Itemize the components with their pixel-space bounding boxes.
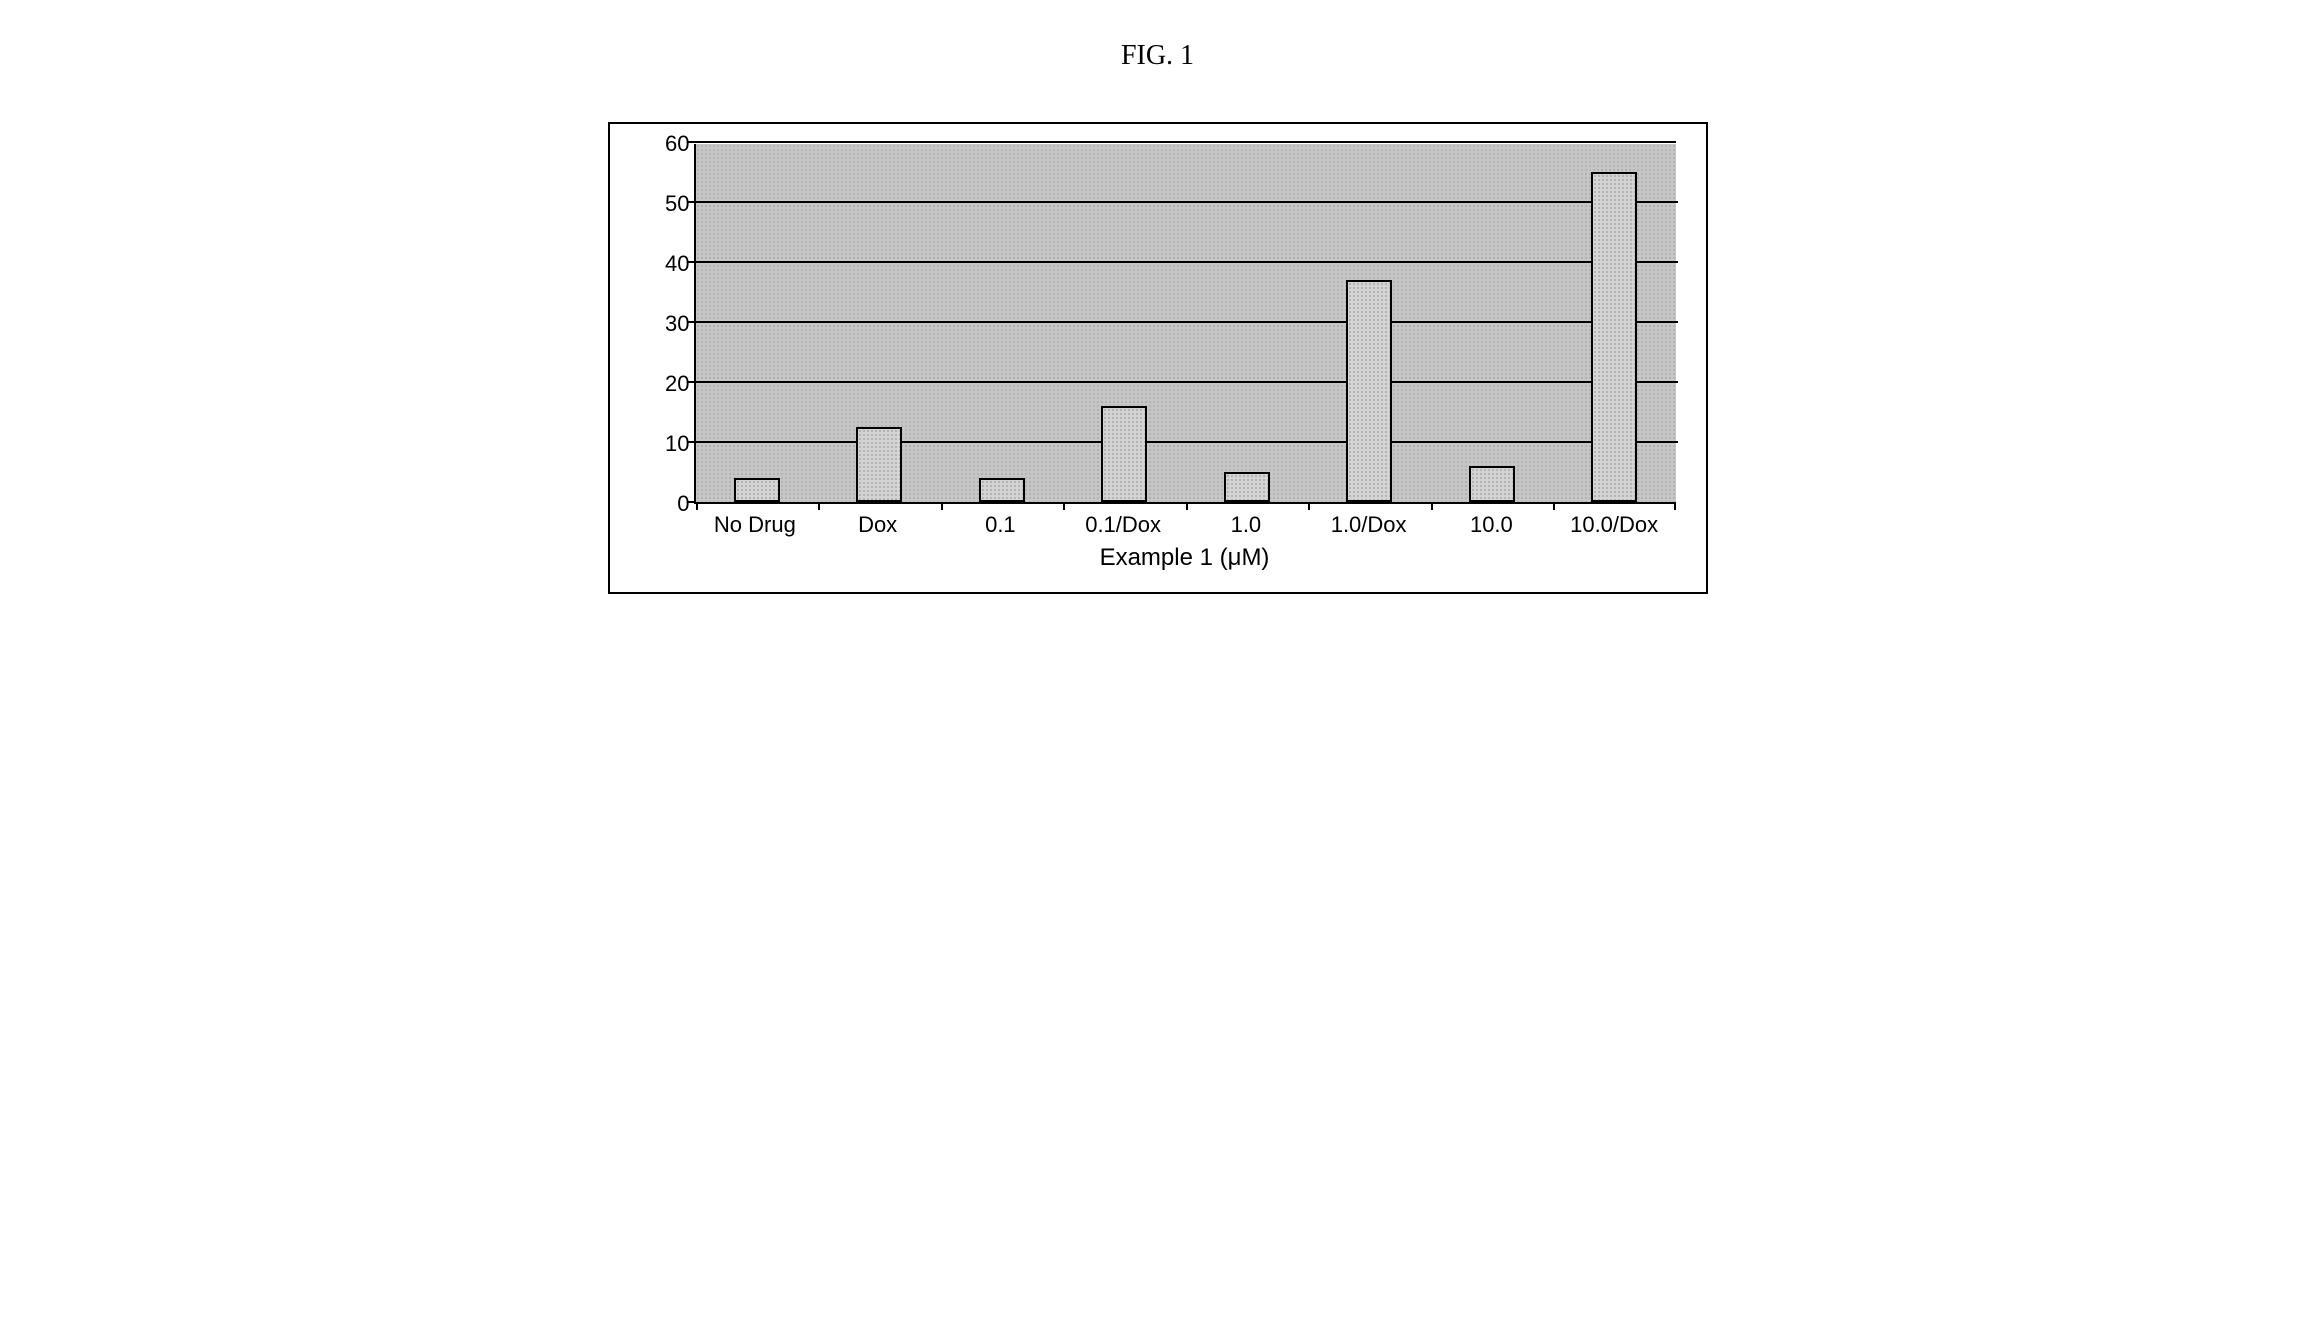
y-tick-mark [688,201,696,203]
ylabel-column: % Apoptosis (Caspase 3) [630,144,660,572]
bar [1591,172,1637,502]
x-labels-row: No DrugDox0.10.1/Dox1.01.0/Dox10.010.0/D… [694,512,1676,538]
x-tick-label: 1.0/Dox [1307,512,1430,538]
bar-slot [696,478,819,502]
right-tick-mark [1650,321,1678,323]
x-tick-label: Dox [816,512,939,538]
right-tick-mark [1650,261,1678,263]
y-tick-mark [688,321,696,323]
bar-slot [1431,466,1554,502]
bar-slot [1186,472,1309,502]
figure-title: FIG. 1 [608,40,1708,72]
y-tick-mark [688,261,696,263]
x-tick-label: 0.1/Dox [1062,512,1185,538]
right-tick-mark [1650,201,1678,203]
x-tick-mark [1308,502,1310,510]
x-tick-label: 1.0 [1185,512,1308,538]
bars-layer [696,144,1676,502]
y-tick-mark [688,441,696,443]
figure-container: FIG. 1 % Apoptosis (Caspase 3) 605040302… [608,40,1708,594]
bar [1346,280,1392,502]
bar-slot [941,478,1064,502]
bar [1101,406,1147,502]
bar [1224,472,1270,502]
chart-outer-border: % Apoptosis (Caspase 3) 6050403020100 No… [608,122,1708,594]
plot-area [694,144,1676,504]
chart-inner: % Apoptosis (Caspase 3) 6050403020100 No… [630,144,1676,572]
x-tick-mark [1674,502,1676,510]
x-tick-label: 10.0 [1430,512,1553,538]
bar [979,478,1025,502]
bar-slot [1308,280,1431,502]
x-tick-label: No Drug [694,512,817,538]
bar-slot [1063,406,1186,502]
x-tick-mark [1553,502,1555,510]
x-tick-mark [1063,502,1065,510]
x-tick-mark [696,502,698,510]
right-ticks-layer [1648,144,1678,502]
y-tick-mark [688,501,696,503]
right-tick-mark [1650,381,1678,383]
x-tick-mark [1186,502,1188,510]
bar-slot [818,427,941,502]
x-tick-mark [941,502,943,510]
bar [1469,466,1515,502]
y-tick-mark [688,381,696,383]
bar [856,427,902,502]
y-tick-mark [688,141,696,143]
right-tick-mark [1650,441,1678,443]
x-axis-label: Example 1 (μM) [694,544,1676,572]
x-tick-mark [1431,502,1433,510]
gridline [696,141,1676,143]
x-tick-label: 0.1 [939,512,1062,538]
x-tick-mark [818,502,820,510]
plot-and-xaxis: No DrugDox0.10.1/Dox1.01.0/Dox10.010.0/D… [694,144,1676,572]
y-ticks-column: 6050403020100 [660,144,694,504]
x-tick-label: 10.0/Dox [1553,512,1676,538]
bar [734,478,780,502]
